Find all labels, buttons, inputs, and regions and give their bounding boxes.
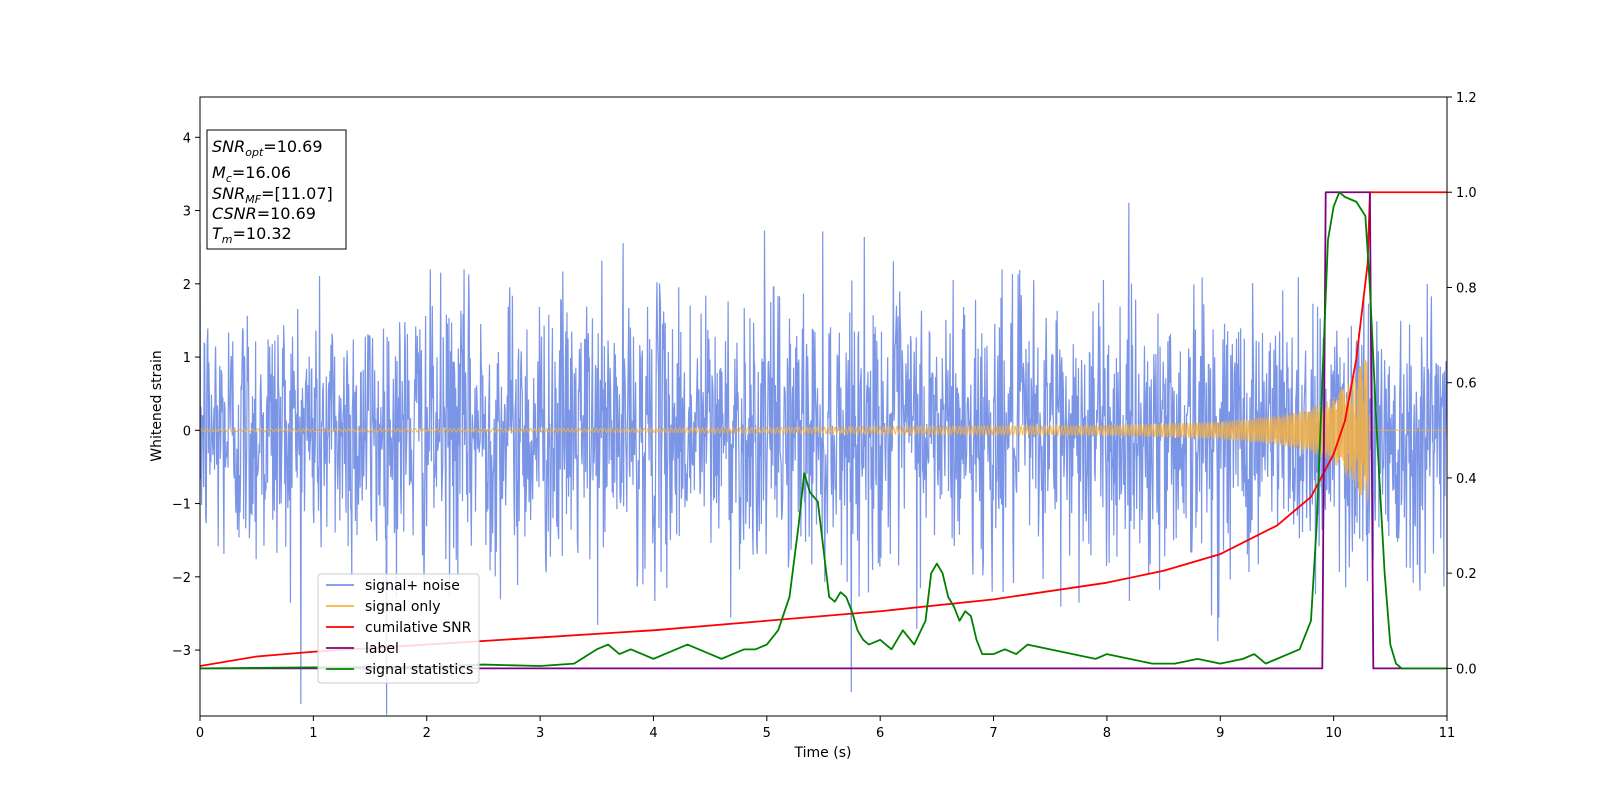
y-left-tick-label: 3: [183, 205, 191, 220]
info-csnr: CSNR=10.69: [212, 204, 316, 223]
y-right-tick-label: 0.4: [1456, 472, 1477, 487]
x-tick-label: 4: [649, 726, 657, 741]
legend-label-label: label: [365, 641, 399, 657]
x-tick-label: 11: [1439, 726, 1456, 741]
y-left-tick-label: 2: [183, 278, 191, 293]
x-tick-label: 8: [1103, 726, 1111, 741]
x-tick-label: 6: [876, 726, 884, 741]
y-right-tick-label: 0.8: [1456, 281, 1477, 296]
info-tm: Tm=10.32: [212, 224, 292, 246]
x-axis-label: Time (s): [794, 745, 852, 761]
info-mc: Mc=16.06: [212, 163, 291, 185]
y-left-tick-label: 0: [183, 424, 191, 439]
y-axis-right: 0.0 0.2 0.4 0.6 0.8 1.0 1.2: [1447, 91, 1477, 677]
x-tick-label: 10: [1325, 726, 1342, 741]
series-signal-statistics-line: [200, 191, 1447, 670]
x-tick-label: 0: [196, 726, 204, 741]
x-tick-label: 7: [989, 726, 997, 741]
x-tick-label: 3: [536, 726, 544, 741]
series-signal-only-line: [200, 358, 1447, 501]
y-left-tick-label: −2: [172, 571, 191, 586]
y-right-tick-label: 1.0: [1456, 186, 1477, 201]
y-left-tick-label: −1: [172, 498, 191, 513]
x-tick-label: 5: [763, 726, 771, 741]
y-left-tick-label: 1: [183, 351, 191, 366]
y-right-tick-label: 0.0: [1456, 662, 1477, 677]
x-axis: 0 1 2 3 4 5 6 7 8 9 10 11: [196, 716, 1455, 741]
y-right-tick-label: 0.2: [1456, 567, 1477, 582]
series-signal-noise-line: [200, 202, 1447, 715]
x-tick-label: 9: [1216, 726, 1224, 741]
y-axis-left: −3 −2 −1 0 1 2 3 4: [172, 131, 200, 659]
y-right-tick-label: 0.6: [1456, 377, 1477, 392]
y-left-tick-label: 4: [183, 131, 191, 146]
series-label-line: [200, 191, 1447, 670]
info-snr-opt: SNRopt=10.69: [212, 137, 323, 159]
legend: signal+ noise signal only cumilative SNR…: [317, 573, 480, 684]
y-axis-label: Whitened strain: [149, 350, 165, 461]
info-snr-mf: SNRMF=[11.07]: [212, 184, 333, 206]
x-tick-label: 2: [423, 726, 431, 741]
info-box: SNRopt=10.69 Mc=16.06 SNRMF=[11.07] CSNR…: [206, 129, 347, 250]
legend-label-statistics: signal statistics: [365, 662, 473, 678]
axes-frame: [199, 96, 1448, 717]
y-right-tick-label: 1.2: [1456, 91, 1477, 106]
legend-label-noise: signal+ noise: [365, 578, 460, 594]
x-tick-label: 1: [309, 726, 317, 741]
y-left-tick-label: −3: [172, 644, 191, 659]
legend-label-cumulative: cumilative SNR: [365, 620, 472, 636]
legend-label-signal: signal only: [365, 599, 440, 615]
